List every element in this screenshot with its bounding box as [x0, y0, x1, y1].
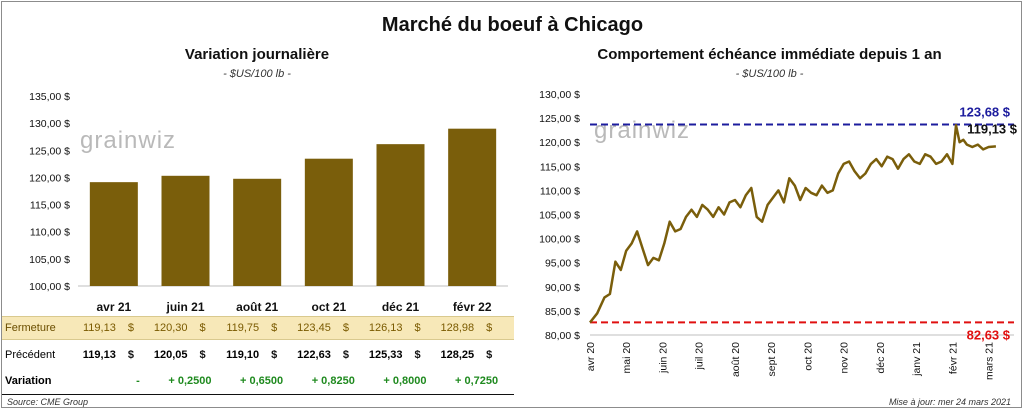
line-x-tick-label: juil 20 — [694, 342, 706, 371]
cell-variation-1: + 0,2500 — [168, 375, 212, 387]
cell-currency: $ — [271, 322, 278, 334]
cell-currency: $ — [414, 349, 421, 361]
bar-0 — [89, 182, 138, 286]
line-x-tick-label: nov 20 — [839, 342, 851, 374]
cell-currency: $ — [199, 322, 206, 334]
cell-variation-4: + 0,8000 — [383, 375, 427, 387]
bar-5 — [448, 128, 497, 286]
cell-fermeture-4: 126,13 — [368, 322, 403, 334]
cell-variation-0: - — [136, 375, 140, 387]
cell-precedent-0: 119,13 — [82, 349, 116, 361]
price-series-line — [589, 124, 997, 324]
bar-y-tick-label: 130,00 $ — [29, 118, 70, 130]
cell-currency: $ — [199, 349, 206, 361]
cell-fermeture-3: 123,45 — [297, 322, 331, 334]
line-watermark: grainwiz — [594, 117, 690, 144]
update-note: Mise à jour: mer 24 mars 2021 — [888, 397, 1011, 407]
cell-fermeture-0: 119,13 — [83, 322, 116, 334]
bar-y-tick-label: 120,00 $ — [29, 172, 70, 184]
line-x-tick-label: mai 20 — [621, 342, 633, 374]
bar-chart-unit: - $US/100 lb - — [223, 68, 291, 80]
line-x-tick-label: sept 20 — [766, 342, 778, 377]
line-y-tick-label: 80,00 $ — [545, 330, 580, 342]
cell-fermeture-1: 120,30 — [153, 322, 188, 334]
cell-currency: $ — [342, 349, 349, 361]
line-y-tick-label: 85,00 $ — [545, 306, 580, 318]
cell-variation-2: + 0,6500 — [240, 375, 284, 387]
row-label-precedent: Précédent — [5, 349, 56, 361]
line-x-tick-label: janv 21 — [911, 342, 923, 377]
bar-1 — [161, 175, 210, 286]
line-x-tick-label: mars 21 — [984, 342, 996, 380]
line-x-tick-label: déc 20 — [875, 342, 887, 374]
table-bottom-rule — [2, 394, 514, 395]
bar-chart-title: Variation journalière — [184, 46, 330, 63]
last-value-label: 119,13 $ — [967, 121, 1018, 136]
cell-currency: $ — [414, 322, 421, 334]
cell-fermeture-5: 128,98 — [440, 322, 475, 334]
line-y-tick-label: 110,00 $ — [540, 185, 580, 197]
cell-precedent-2: 119,10 — [226, 349, 260, 361]
cell-precedent-4: 125,33 — [368, 349, 403, 361]
cell-fermeture-2: 119,75 — [226, 322, 260, 334]
line-y-tick-label: 95,00 $ — [545, 258, 580, 270]
row-label-fermeture: Fermeture — [5, 322, 56, 334]
high-value-label: 123,68 $ — [959, 104, 1010, 119]
line-y-tick-label: 125,00 $ — [539, 113, 580, 125]
line-x-tick-label: avr 20 — [585, 342, 597, 371]
bar-x-tick-label: juin 21 — [165, 300, 204, 314]
bar-y-tick-label: 110,00 $ — [30, 227, 70, 239]
row-variation: Variation - + 0,2500 + 0,6500 + 0,8250 + 0,8… — [2, 369, 514, 393]
line-chart-unit: - $US/100 lb - — [735, 68, 804, 80]
cell-currency: $ — [486, 349, 493, 361]
cell-precedent-3: 122,63 — [297, 349, 331, 361]
bar-x-tick-label: août 21 — [236, 300, 278, 314]
cell-variation-3: + 0,8250 — [311, 375, 355, 387]
cell-currency: $ — [271, 349, 278, 361]
bar-chart: grainwiz 100,00 $ 105,00 $ 110,00 $ 115,00 $… — [29, 91, 508, 314]
bar-y-tick-label: 105,00 $ — [29, 254, 70, 266]
source-note: Source: CME Group — [7, 397, 89, 407]
cell-currency: $ — [127, 322, 134, 334]
line-chart: grainwiz 80,00 $ 85,00 $ 90,00 $ 95,00 $ 100,… — [539, 89, 1018, 380]
bar-y-tick-label: 135,00 $ — [29, 91, 70, 103]
line-x-tick-label: oct 20 — [802, 342, 814, 371]
line-y-tick-label: 100,00 $ — [539, 234, 580, 246]
line-y-tick-label: 120,00 $ — [539, 137, 580, 149]
bar-x-tick-label: déc 21 — [382, 300, 420, 314]
low-value-label: 82,63 $ — [967, 327, 1011, 342]
bar-2 — [233, 178, 282, 286]
bar-y-tick-label: 115,00 $ — [30, 200, 70, 212]
bar-y-tick-label: 100,00 $ — [29, 281, 70, 293]
cell-currency: $ — [127, 349, 134, 361]
line-y-tick-label: 90,00 $ — [545, 282, 580, 294]
line-x-tick-label: févr 21 — [947, 342, 959, 374]
bar-3 — [304, 158, 353, 286]
row-precedent: Précédent 119,13 $120,05 $119,10 $122,63 $12… — [2, 343, 514, 367]
cell-currency: $ — [342, 322, 349, 334]
main-title: Marché du boeuf à Chicago — [381, 14, 644, 36]
bar-y-tick-label: 125,00 $ — [29, 145, 70, 157]
line-y-tick-label: 115,00 $ — [540, 161, 580, 173]
row-label-variation: Variation — [5, 375, 52, 387]
bar-x-tick-label: avr 21 — [96, 300, 131, 314]
bar-x-tick-label: févr 22 — [453, 300, 492, 314]
bar-4 — [376, 144, 425, 286]
line-x-tick-label: juin 20 — [657, 342, 669, 374]
line-y-tick-label: 130,00 $ — [539, 89, 580, 101]
cell-precedent-1: 120,05 — [153, 349, 188, 361]
bar-watermark: grainwiz — [80, 127, 176, 154]
line-y-tick-label: 105,00 $ — [539, 210, 580, 222]
row-fermeture: Fermeture 119,13 $120,30 $119,75 $123,45 $12… — [2, 316, 514, 340]
cell-currency: $ — [486, 322, 493, 334]
cell-variation-5: + 0,7250 — [455, 375, 499, 387]
line-x-tick-label: août 20 — [730, 342, 742, 377]
bar-x-tick-label: oct 21 — [311, 300, 346, 314]
cell-precedent-5: 128,25 — [440, 349, 475, 361]
line-chart-title: Comportement échéance immédiate depuis 1… — [597, 46, 942, 63]
